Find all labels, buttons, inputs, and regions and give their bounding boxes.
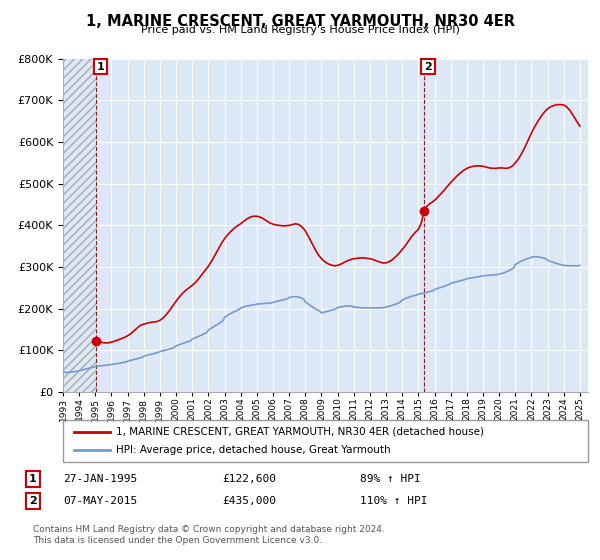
Text: Contains HM Land Registry data © Crown copyright and database right 2024.: Contains HM Land Registry data © Crown c…	[33, 525, 385, 534]
Text: 1, MARINE CRESCENT, GREAT YARMOUTH, NR30 4ER: 1, MARINE CRESCENT, GREAT YARMOUTH, NR30…	[86, 14, 515, 29]
Bar	[63, 59, 97, 392]
Text: 110% ↑ HPI: 110% ↑ HPI	[360, 496, 427, 506]
Text: 27-JAN-1995: 27-JAN-1995	[63, 474, 137, 484]
Text: 1: 1	[97, 62, 104, 72]
Text: 07-MAY-2015: 07-MAY-2015	[63, 496, 137, 506]
Text: 2: 2	[29, 496, 37, 506]
Text: Price paid vs. HM Land Registry's House Price Index (HPI): Price paid vs. HM Land Registry's House …	[140, 25, 460, 35]
Text: 1, MARINE CRESCENT, GREAT YARMOUTH, NR30 4ER (detached house): 1, MARINE CRESCENT, GREAT YARMOUTH, NR30…	[115, 427, 484, 437]
Text: This data is licensed under the Open Government Licence v3.0.: This data is licensed under the Open Gov…	[33, 536, 322, 545]
Text: £122,600: £122,600	[222, 474, 276, 484]
Text: £435,000: £435,000	[222, 496, 276, 506]
Text: HPI: Average price, detached house, Great Yarmouth: HPI: Average price, detached house, Grea…	[115, 445, 390, 455]
Text: 89% ↑ HPI: 89% ↑ HPI	[360, 474, 421, 484]
Text: 1: 1	[29, 474, 37, 484]
Text: 2: 2	[424, 62, 432, 72]
